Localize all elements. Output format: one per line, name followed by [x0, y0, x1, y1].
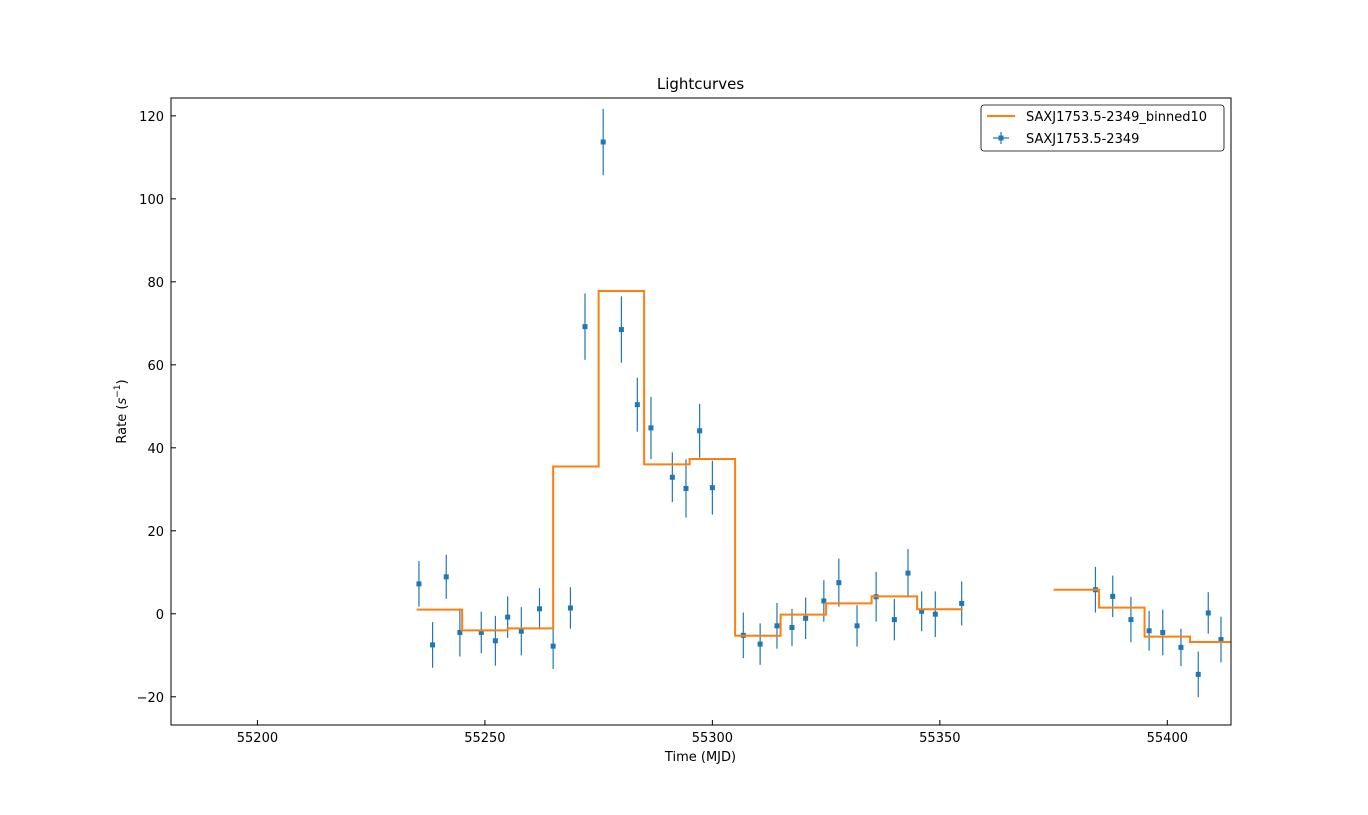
y-tick-label: 40 [147, 442, 164, 457]
y-axis-label-unit: s [115, 398, 130, 405]
chart-title: Lightcurves [657, 75, 744, 93]
data-point [443, 574, 449, 580]
legend-label-binned: SAXJ1753.5-2349_binned10 [1026, 110, 1207, 125]
data-point [1218, 637, 1224, 643]
legend-box [980, 104, 1225, 152]
y-axis-label-suffix: ) [115, 379, 130, 384]
legend-marker-swatch [998, 135, 1004, 141]
data-point [1128, 617, 1134, 623]
data-point [789, 624, 795, 630]
plot-frame [170, 97, 1232, 726]
y-axis-label: Rate (s−1) [113, 379, 130, 443]
data-point [600, 139, 606, 145]
data-point [505, 614, 511, 620]
data-point [905, 570, 911, 576]
y-axis-label-prefix: Rate ( [115, 405, 130, 444]
data-point [757, 641, 763, 647]
data-point [416, 581, 422, 587]
y-tick-label: 120 [139, 110, 164, 125]
data-point [1160, 629, 1166, 635]
data-point [774, 623, 780, 629]
binned-step-line [1053, 588, 1231, 644]
data-point [550, 643, 556, 649]
data-point [697, 428, 703, 434]
data-point [709, 485, 715, 491]
y-tick-label: 0 [156, 608, 164, 623]
data-point [1195, 671, 1201, 677]
data-point [1146, 628, 1152, 634]
y-tick-label: 20 [147, 525, 164, 540]
y-tick-label: −20 [137, 691, 164, 706]
x-tick-label: 55200 [237, 731, 278, 746]
data-point [854, 623, 860, 629]
legend-label-raw: SAXJ1753.5-2349 [1026, 132, 1139, 147]
data-point [803, 615, 809, 621]
x-axis-label: Time (MJD) [664, 750, 736, 765]
data-point [683, 485, 689, 491]
data-point [1110, 593, 1116, 599]
data-point [430, 642, 436, 648]
data-point [932, 611, 938, 617]
data-point [567, 605, 573, 611]
data-point [1205, 610, 1211, 616]
y-tick-label: 100 [139, 193, 164, 208]
legend: SAXJ1753.5-2349_binned10 SAXJ1753.5-2349 [980, 104, 1225, 152]
x-tick-label: 55250 [464, 731, 505, 746]
data-point [959, 600, 965, 606]
data-point [634, 402, 640, 408]
data-point [478, 629, 484, 635]
data-point [919, 608, 925, 614]
data-layer [416, 108, 1231, 698]
x-tick-label: 55350 [919, 731, 960, 746]
data-point [518, 628, 524, 634]
data-point [1178, 644, 1184, 650]
data-point [648, 425, 654, 431]
x-tick-label: 55300 [692, 731, 733, 746]
binned-step-line [416, 289, 963, 637]
data-point [836, 580, 842, 586]
data-point [492, 638, 498, 644]
data-point [618, 327, 624, 333]
data-point [891, 617, 897, 623]
y-tick-label: 60 [147, 359, 164, 374]
data-point [457, 629, 463, 635]
data-point [582, 324, 588, 330]
tick-layer: 55200 55250 55300 55350 55400 −20 0 20 40 60 80 100… [137, 110, 1188, 746]
y-tick-label: 80 [147, 276, 164, 291]
y-axis-label-exponent: −1 [113, 385, 123, 398]
data-point [536, 606, 542, 612]
x-tick-label: 55400 [1147, 731, 1188, 746]
data-point [821, 598, 827, 604]
data-point [669, 474, 675, 480]
